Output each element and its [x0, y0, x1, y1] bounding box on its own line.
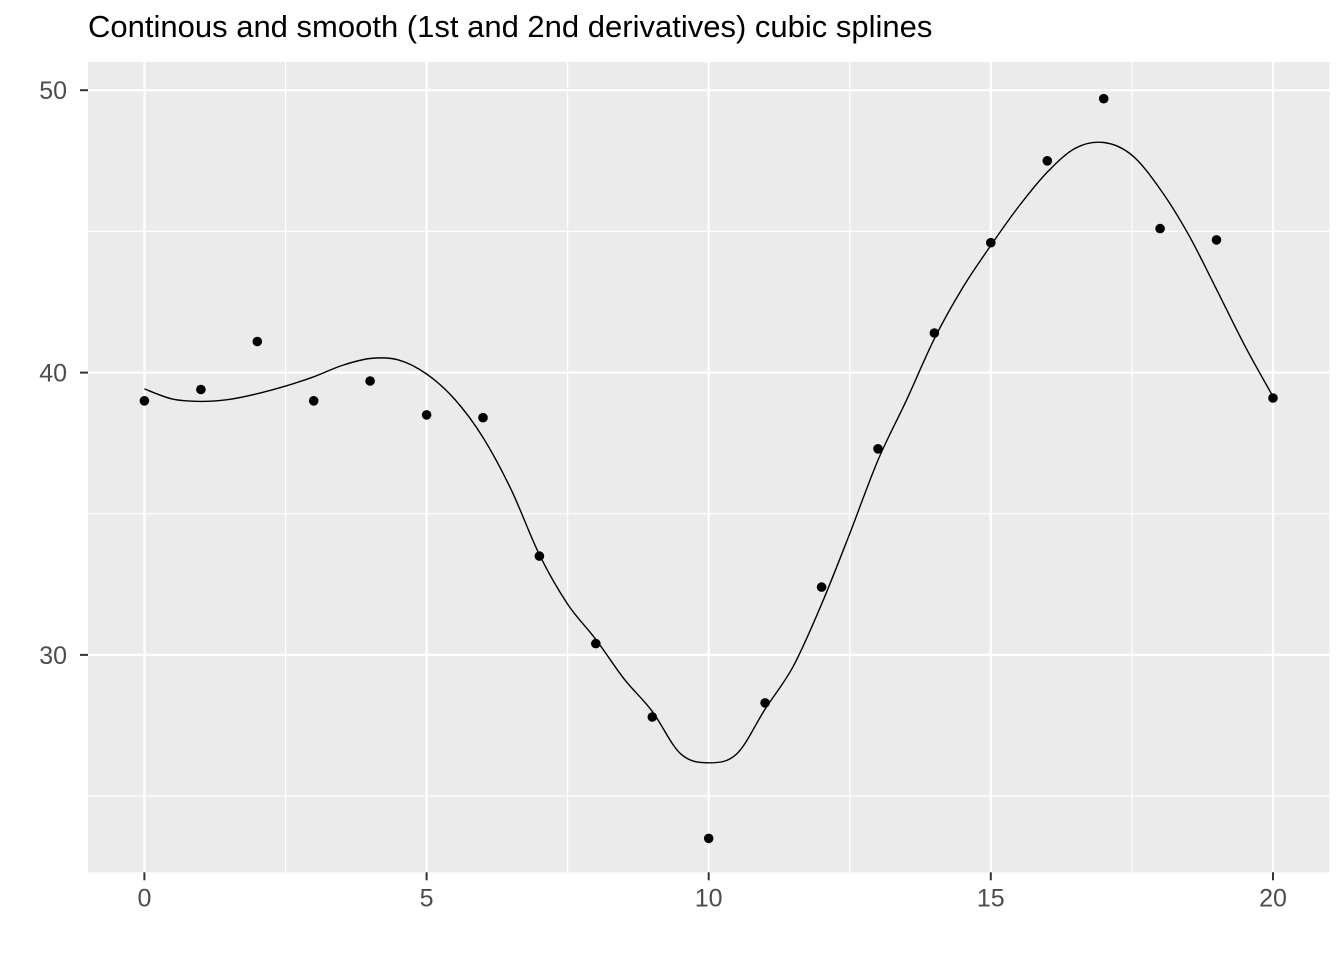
x-tick-label: 10 [695, 884, 723, 912]
spline-curve [144, 141, 1274, 764]
y-tick-label: 30 [39, 642, 67, 670]
data-point [252, 336, 263, 347]
x-tick-label: 20 [1259, 884, 1287, 912]
data-point [1268, 393, 1278, 403]
data-point [534, 551, 545, 561]
data-point [196, 384, 206, 395]
chart-title: Continous and smooth (1st and 2nd deriva… [88, 9, 933, 44]
data-point [816, 582, 827, 592]
data-point [1211, 235, 1222, 245]
data-point [760, 698, 770, 708]
data-point [421, 410, 432, 420]
data-point [478, 412, 488, 423]
data-point [308, 396, 319, 406]
data-point [1155, 223, 1165, 234]
x-tick-label: 15 [977, 884, 1005, 912]
data-point [365, 376, 375, 386]
data-point [139, 396, 150, 406]
data-point [1098, 93, 1109, 104]
x-tick-label: 5 [420, 884, 434, 912]
y-tick-label: 50 [39, 77, 67, 105]
data-point [986, 237, 996, 248]
data-point [647, 712, 658, 722]
x-tick-label: 0 [137, 884, 151, 912]
data-point [873, 444, 883, 454]
data-point [703, 833, 714, 844]
data-point [929, 328, 940, 338]
data-point [1042, 156, 1053, 166]
data-point [591, 638, 601, 649]
y-tick-label: 40 [39, 360, 67, 388]
